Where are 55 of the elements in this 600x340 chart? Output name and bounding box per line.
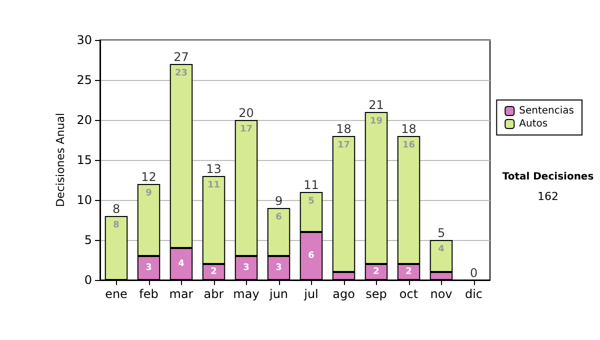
x-tick-label: sep (366, 287, 387, 301)
data-label: 2 (373, 267, 380, 277)
x-tick-label: jul (303, 287, 318, 301)
data-label: 3 (243, 263, 250, 273)
y-tick-label: 5 (84, 233, 92, 247)
x-tick-label: ago (332, 287, 355, 301)
total-label: 21 (368, 98, 384, 112)
data-label: 17 (240, 124, 253, 134)
total-label: 13 (206, 162, 222, 176)
total-label: 9 (274, 194, 283, 208)
total-label: 8 (112, 202, 120, 216)
data-label: 17 (337, 140, 350, 150)
x-tick-label: nov (430, 287, 452, 301)
total-label: 20 (238, 106, 254, 120)
x-tick-label: jun (268, 287, 288, 301)
legend-label: Sentencias (519, 106, 574, 116)
text: 162 (538, 190, 558, 203)
x-tick-label: oct (399, 287, 418, 301)
y-tick-label: 10 (76, 193, 92, 207)
data-label: 3 (276, 263, 282, 273)
data-label: 19 (370, 116, 383, 126)
data-label: 5 (308, 196, 314, 206)
data-label: 11 (207, 180, 220, 190)
x-tick-label: ene (105, 287, 128, 301)
data-label: 8 (113, 220, 120, 230)
data-label: 4 (438, 244, 444, 254)
y-axis-title: Decisiones Anual (54, 112, 67, 208)
y-tick-label: 0 (84, 273, 92, 287)
y-tick-label: 20 (76, 113, 92, 127)
x-tick-label: feb (139, 287, 158, 301)
y-tick-label: 30 (76, 33, 92, 47)
y-tick-label: 25 (76, 73, 92, 87)
text: Total Decisiones (502, 172, 594, 182)
x-tick-label: abr (204, 287, 224, 301)
data-label: 9 (146, 188, 152, 198)
total-label: 11 (304, 178, 319, 192)
x-tick-label: may (233, 287, 260, 301)
total-label: 5 (437, 226, 446, 240)
data-label: 2 (406, 267, 412, 277)
data-label: 23 (174, 68, 188, 78)
data-label: 6 (308, 251, 314, 261)
data-label: 4 (178, 259, 184, 269)
data-label: 16 (402, 140, 416, 150)
y-tick-label: 15 (76, 153, 92, 167)
data-label: 2 (210, 267, 217, 277)
total-label: 0 (470, 266, 478, 280)
total-label: 12 (141, 170, 156, 184)
data-label: 3 (146, 263, 152, 273)
legend-label: Autos (519, 118, 548, 130)
total-label: 18 (401, 122, 416, 136)
x-tick-label: mar (169, 287, 194, 301)
x-tick-label: dic (464, 287, 483, 301)
total-label: 18 (336, 122, 352, 136)
total-label: 27 (174, 50, 189, 64)
data-label: 6 (276, 212, 282, 222)
